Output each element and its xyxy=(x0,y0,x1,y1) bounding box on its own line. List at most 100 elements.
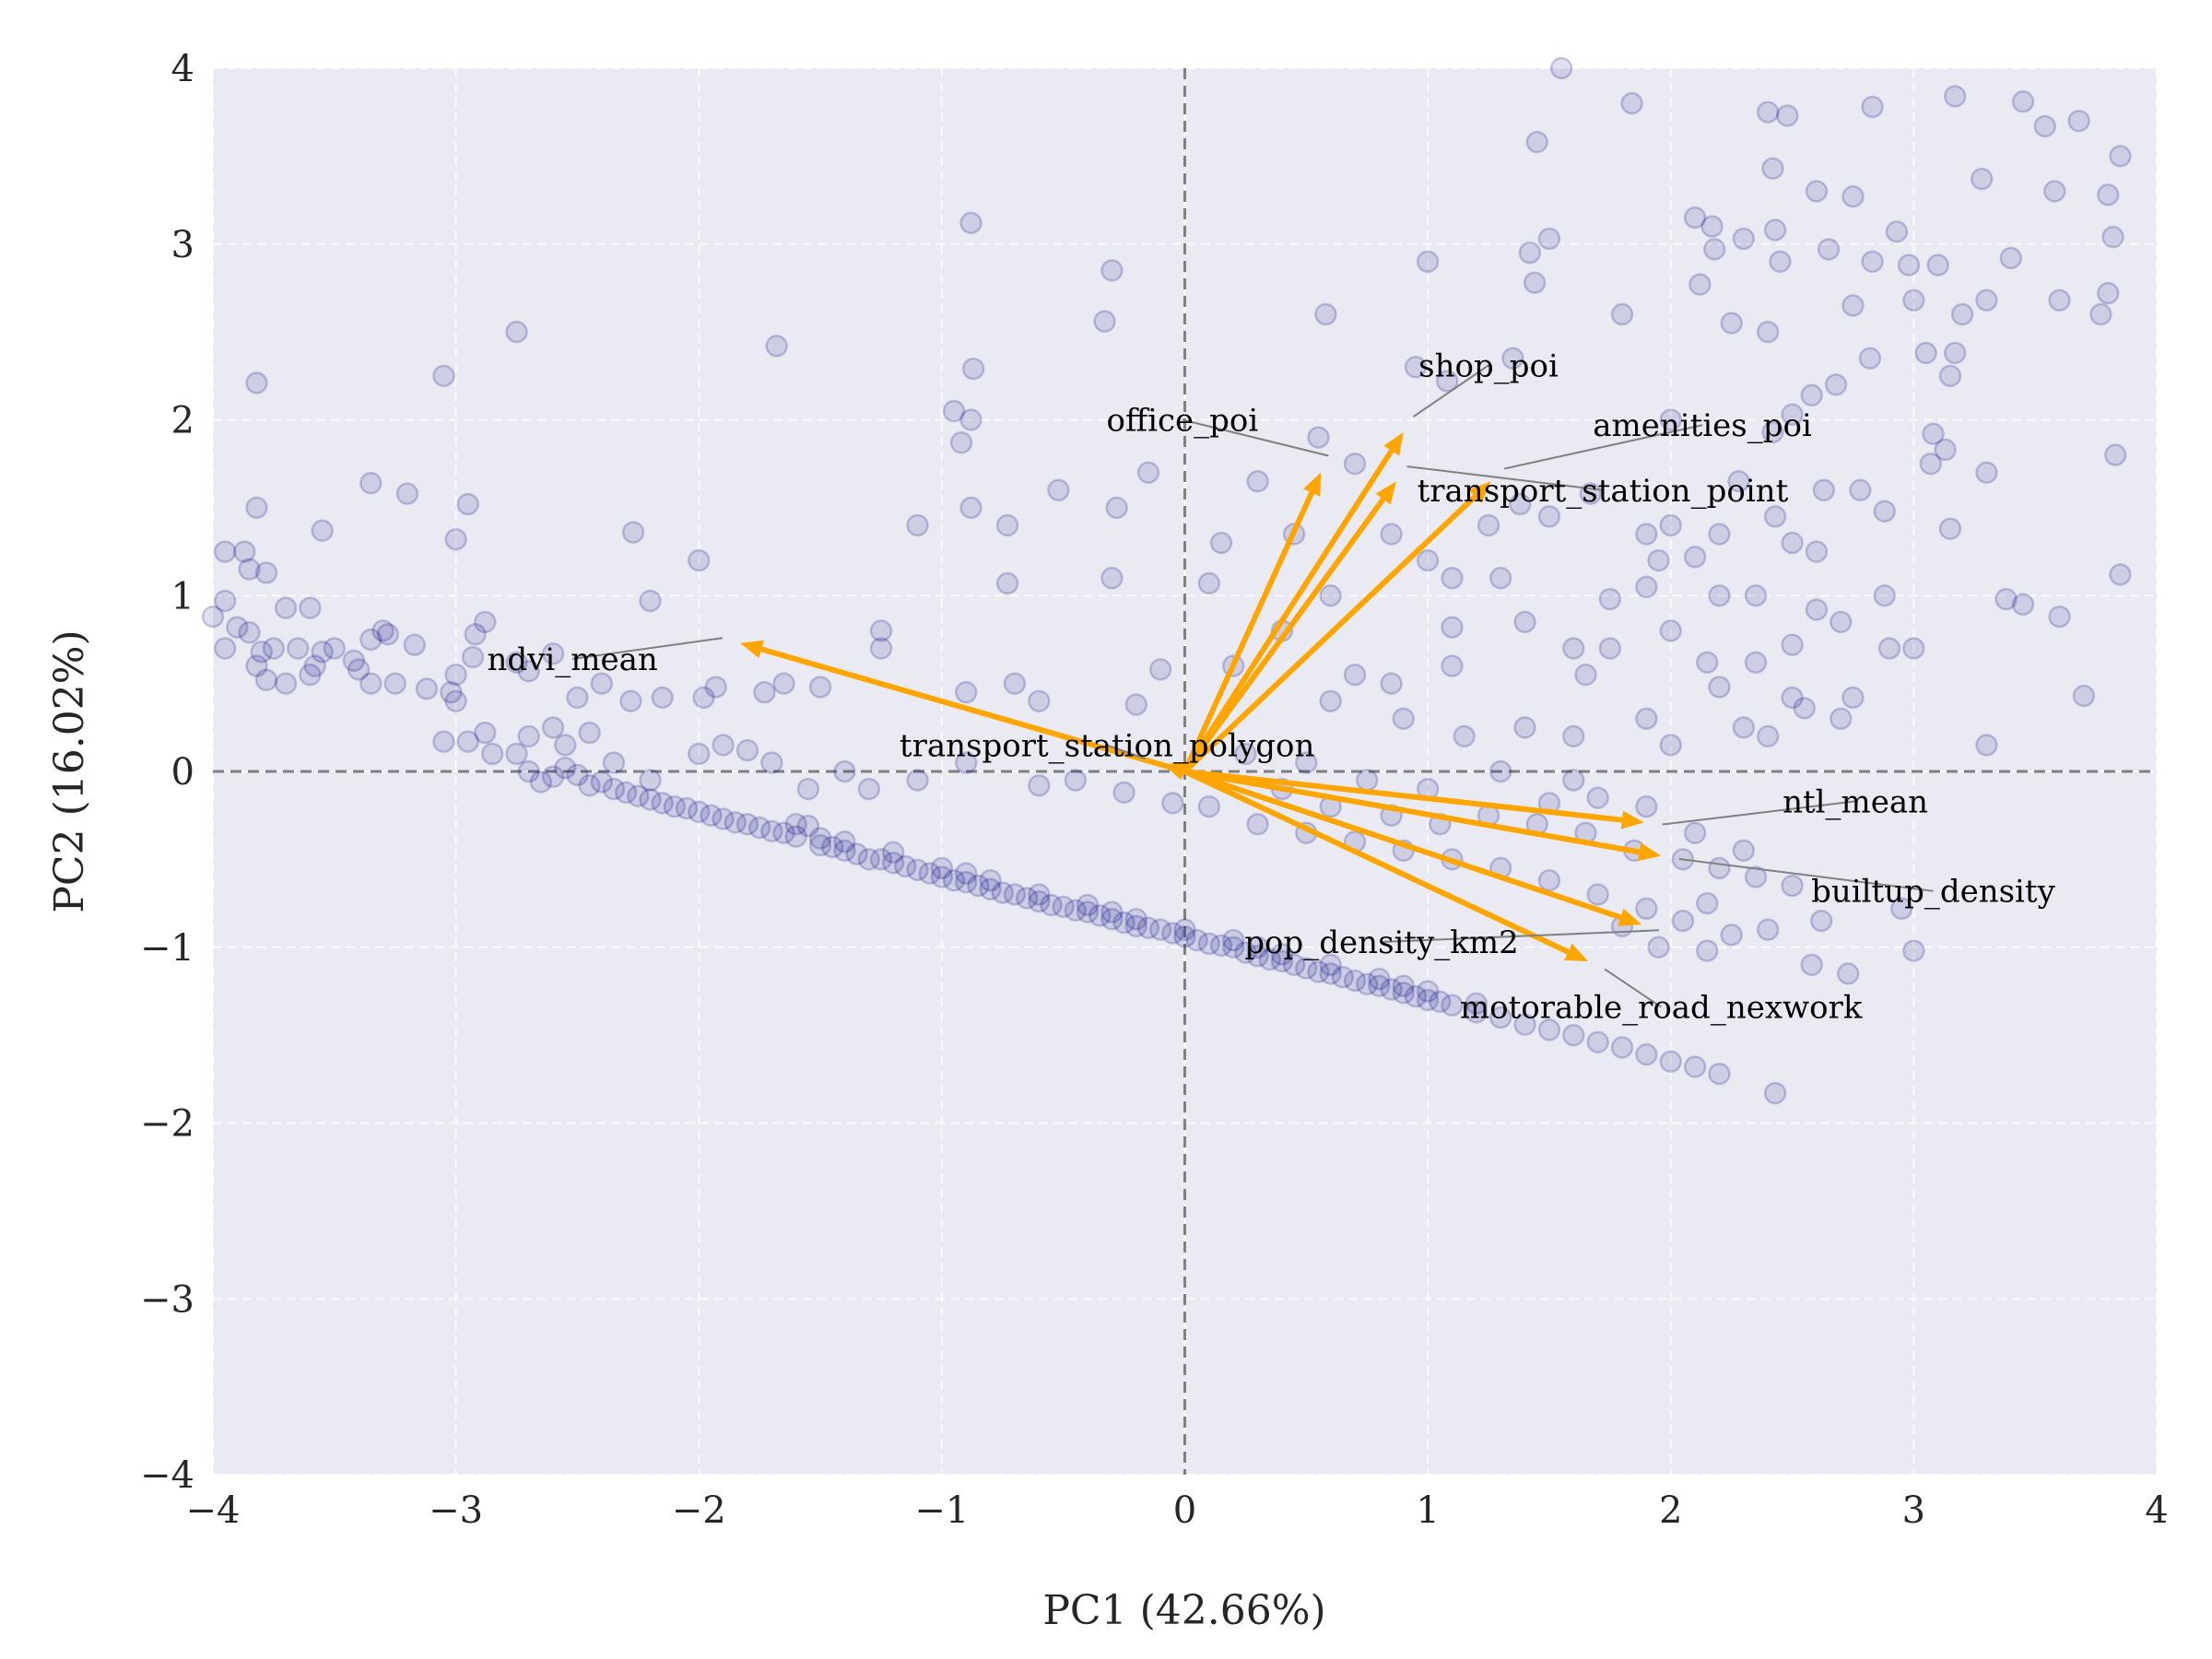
data-point xyxy=(1902,288,1925,312)
data-point xyxy=(342,649,366,673)
data-point xyxy=(262,637,286,660)
data-point xyxy=(1246,935,1269,959)
data-point xyxy=(995,513,1019,537)
data-point xyxy=(1671,909,1695,933)
data-point xyxy=(954,680,978,704)
data-point xyxy=(1938,364,1962,388)
data-point xyxy=(1994,587,2018,611)
data-point xyxy=(1343,663,1367,687)
data-point xyxy=(1064,769,1088,792)
data-point xyxy=(444,663,467,687)
data-point xyxy=(1088,904,1112,927)
data-point xyxy=(226,616,249,639)
data-point xyxy=(1975,288,1998,312)
data-point xyxy=(1683,546,1707,569)
data-point xyxy=(1934,438,1957,462)
data-point xyxy=(1700,215,1724,238)
data-point xyxy=(1100,566,1124,590)
data-point xyxy=(651,686,674,710)
data-point xyxy=(464,622,487,646)
leader-line xyxy=(1381,929,1660,944)
data-point xyxy=(1562,1023,1585,1047)
arrowhead xyxy=(1303,472,1322,497)
data-point xyxy=(1756,320,1780,344)
data-point xyxy=(403,633,427,656)
data-point xyxy=(1574,663,1597,687)
data-point xyxy=(1416,988,1440,1012)
data-point xyxy=(833,830,856,853)
data-point xyxy=(1562,637,1585,660)
data-point xyxy=(1858,347,1882,370)
data-point xyxy=(1647,548,1670,572)
data-point xyxy=(942,869,966,892)
y-tick-label: −3 xyxy=(140,1278,194,1321)
loading-label: ndvi_mean xyxy=(488,641,658,678)
x-tick-label: −3 xyxy=(429,1489,483,1532)
data-point xyxy=(1488,566,1512,590)
data-point xyxy=(979,877,1002,901)
data-point xyxy=(1688,273,1712,296)
data-point xyxy=(1295,751,1318,774)
arrowhead xyxy=(740,640,764,659)
data-point xyxy=(245,371,268,394)
data-point xyxy=(1314,302,1337,326)
data-point xyxy=(712,807,735,830)
data-point xyxy=(395,482,419,505)
data-point xyxy=(1756,918,1780,941)
data-point xyxy=(1537,1018,1561,1041)
data-point xyxy=(639,788,662,811)
y-tick-label: 0 xyxy=(171,751,194,794)
data-point xyxy=(906,858,929,882)
data-point xyxy=(961,357,985,381)
data-point xyxy=(1800,383,1823,407)
data-point xyxy=(1781,403,1804,427)
data-point xyxy=(299,596,322,619)
data-point xyxy=(1392,707,1416,731)
data-point xyxy=(663,794,687,818)
data-point xyxy=(1148,918,1172,941)
data-point xyxy=(995,571,1019,595)
data-point xyxy=(1518,241,1542,265)
data-point xyxy=(869,848,893,871)
data-point xyxy=(1824,373,1848,396)
data-point xyxy=(1861,250,1884,274)
data-point xyxy=(415,677,439,700)
data-point xyxy=(578,721,601,745)
data-point xyxy=(1769,250,1792,274)
data-point xyxy=(1416,250,1440,274)
data-point xyxy=(930,865,954,888)
data-point xyxy=(1744,865,1768,888)
data-point xyxy=(1100,907,1124,931)
x-tick-label: −4 xyxy=(186,1489,241,1532)
data-point xyxy=(590,672,614,695)
data-point xyxy=(735,738,759,762)
data-point xyxy=(1562,724,1585,748)
data-point xyxy=(1696,891,1719,915)
data-point xyxy=(1817,238,1841,261)
data-point xyxy=(1861,95,1884,119)
data-point xyxy=(602,751,626,774)
loading-arrow xyxy=(1183,769,1622,921)
data-point xyxy=(712,734,735,757)
data-point xyxy=(2103,443,2127,466)
data-point xyxy=(765,335,788,358)
data-point xyxy=(1331,965,1355,989)
data-point xyxy=(505,651,528,674)
data-point xyxy=(1105,496,1128,520)
data-point xyxy=(1720,924,1743,947)
leader-line xyxy=(1106,744,1147,760)
data-point xyxy=(1100,900,1124,924)
data-point xyxy=(456,730,480,753)
data-point xyxy=(1380,672,1403,695)
data-point xyxy=(954,751,978,774)
data-point xyxy=(1221,935,1245,959)
data-point xyxy=(1523,271,1547,294)
data-point xyxy=(1392,974,1416,997)
data-point xyxy=(1562,769,1585,792)
arrowhead xyxy=(1375,481,1396,505)
grid xyxy=(212,67,2158,1476)
data-point xyxy=(1620,91,1643,115)
data-point xyxy=(1209,934,1233,958)
data-point xyxy=(213,540,237,563)
data-point xyxy=(1708,1062,1731,1086)
